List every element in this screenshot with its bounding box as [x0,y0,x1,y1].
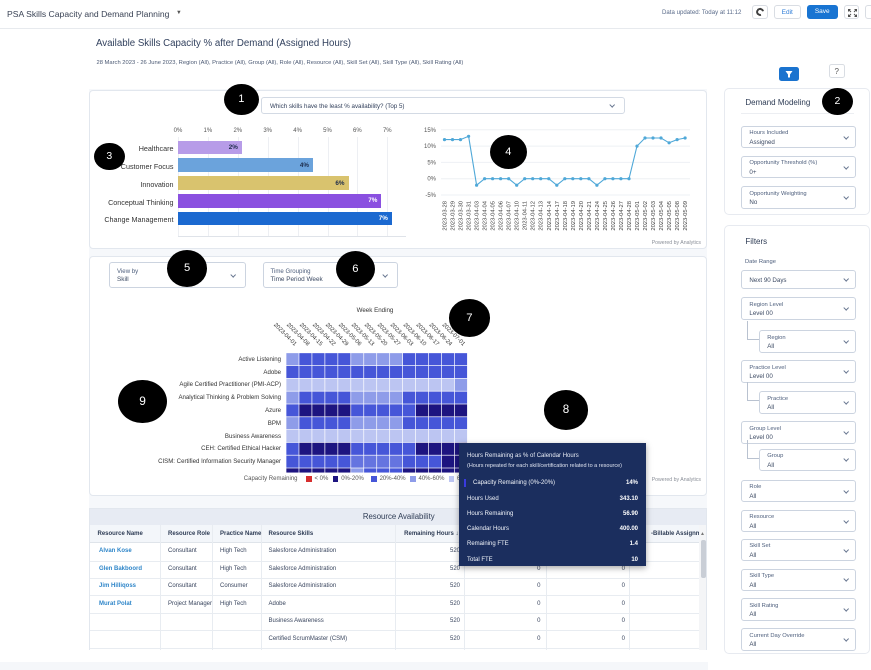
svg-text:2023-04-04: 2023-04-04 [483,200,489,230]
svg-text:2023-04-21: 2023-04-21 [587,201,593,231]
svg-text:2023-03-28: 2023-03-28 [443,201,449,231]
svg-text:2023-05-04: 2023-05-04 [659,200,665,230]
svg-text:2023-04-18: 2023-04-18 [563,201,569,231]
svg-text:2023-05-03: 2023-05-03 [651,201,657,231]
svg-text:2023-05-08: 2023-05-08 [675,201,681,231]
svg-text:2023-05-05: 2023-05-05 [667,201,673,231]
svg-text:2023-04-28: 2023-04-28 [627,201,633,231]
svg-text:2023-04-24: 2023-04-24 [595,200,601,230]
svg-text:2023-03-31: 2023-03-31 [467,201,473,231]
svg-text:2023-04-20: 2023-04-20 [579,201,585,231]
svg-text:2023-03-29: 2023-03-29 [451,201,457,231]
svg-text:2023-04-03: 2023-04-03 [475,201,481,231]
svg-text:2023-04-06: 2023-04-06 [499,201,505,231]
svg-text:5%: 5% [427,160,436,166]
svg-text:2023-05-02: 2023-05-02 [643,201,649,231]
svg-text:2023-04-10: 2023-04-10 [515,201,521,231]
svg-text:2023-04-14: 2023-04-14 [547,200,553,230]
svg-text:15%: 15% [424,128,437,134]
svg-text:2023-04-27: 2023-04-27 [619,201,625,231]
svg-text:2023-05-09: 2023-05-09 [683,201,689,231]
svg-text:-5%: -5% [425,193,436,199]
svg-text:2023-04-13: 2023-04-13 [539,201,545,231]
svg-text:2023-04-07: 2023-04-07 [507,201,513,231]
svg-text:0%: 0% [427,177,436,183]
svg-text:2023-04-05: 2023-04-05 [491,201,497,231]
svg-text:2023-04-25: 2023-04-25 [603,201,609,231]
svg-text:2023-04-26: 2023-04-26 [611,201,617,231]
svg-text:2023-04-19: 2023-04-19 [571,201,577,231]
svg-text:2023-03-30: 2023-03-30 [459,201,465,231]
svg-text:2023-04-12: 2023-04-12 [531,201,537,231]
svg-text:2023-04-17: 2023-04-17 [555,201,561,231]
svg-text:10%: 10% [424,144,437,150]
svg-text:2023-05-01: 2023-05-01 [635,201,641,231]
svg-text:2023-04-11: 2023-04-11 [523,201,529,230]
